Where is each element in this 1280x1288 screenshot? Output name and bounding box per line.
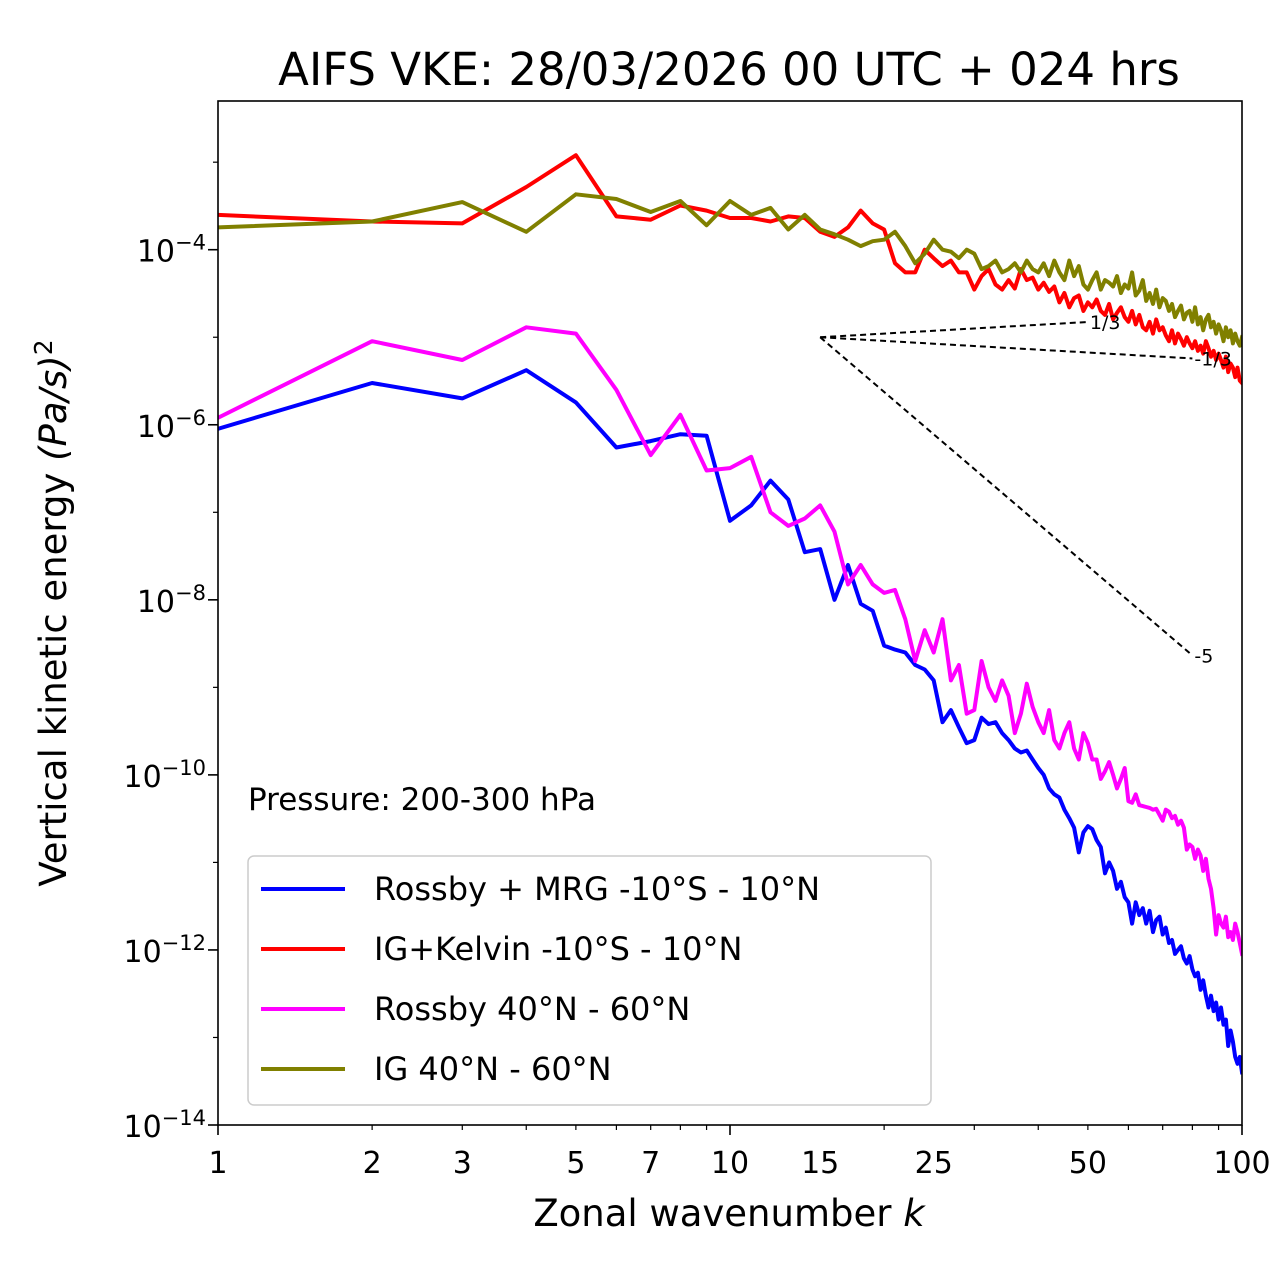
y-tick-label: 10−6: [137, 406, 206, 445]
reference-slope-label: -1/3: [1194, 348, 1231, 370]
reference-slope-line: [820, 320, 1088, 339]
y-axis-label-text: Vertical kinetic energy: [32, 461, 75, 887]
x-tick-label: 50: [1069, 1146, 1107, 1181]
y-tick-base: 10: [123, 760, 161, 795]
y-tick-label: 10−14: [123, 1106, 206, 1145]
y-tick-label: 10−4: [137, 231, 206, 270]
y-tick-label: 10−8: [137, 581, 206, 620]
y-tick-base: 10: [137, 585, 175, 620]
reference-slope-label: 1/3: [1090, 312, 1121, 334]
legend-box: [247, 855, 932, 1106]
x-tick-labels: 1 2 3 5 7 10 15 25 50 100: [208, 1146, 1270, 1181]
legend-items: Rossby + MRG -10°S - 10°N IG+Kelvin -10°S…: [261, 870, 820, 1088]
y-tick-label: 10−12: [123, 931, 206, 970]
x-tick-label: 1: [208, 1146, 227, 1181]
x-tick-label: 100: [1213, 1146, 1270, 1181]
reference-slope-line: [819, 336, 1194, 657]
x-axis-label: Zonal wavenumber k: [533, 1192, 926, 1235]
reference-slopes: -1/3 1/3 -5: [819, 312, 1232, 667]
y-tick-exponent: −4: [175, 231, 206, 255]
y-tick-base: 10: [137, 410, 175, 445]
x-tick-label: 2: [363, 1146, 382, 1181]
x-axis-label-var: k: [903, 1192, 926, 1235]
y-tick-label: 10−10: [123, 756, 206, 795]
x-tick-label: 15: [801, 1146, 839, 1181]
legend-label: Rossby 40°N - 60°N: [374, 990, 690, 1028]
legend-label: IG 40°N - 60°N: [374, 1050, 612, 1088]
y-tick-base: 10: [137, 235, 175, 270]
legend-label: IG+Kelvin -10°S - 10°N: [374, 930, 742, 968]
x-tick-label: 7: [641, 1146, 660, 1181]
y-tick-exponent: −12: [162, 931, 206, 955]
x-tick-label: 3: [453, 1146, 472, 1181]
y-tick-base: 10: [123, 1110, 161, 1145]
series-line: [218, 153, 1242, 386]
x-axis-label-text: Zonal wavenumber: [533, 1192, 903, 1235]
legend-label: Rossby + MRG -10°S - 10°N: [374, 870, 820, 908]
reference-slope-line: [820, 336, 1193, 360]
y-tick-exponent: −10: [162, 756, 206, 780]
legend: Rossby + MRG -10°S - 10°N IG+Kelvin -10°S…: [247, 855, 932, 1106]
y-tick-exponent: −6: [175, 406, 206, 430]
y-axis-label-exponent: 2: [29, 339, 58, 355]
series-line: [218, 325, 1242, 957]
reference-slope-label: -5: [1194, 645, 1213, 667]
y-tick-exponent: −14: [162, 1106, 206, 1130]
x-tick-label: 5: [566, 1146, 585, 1181]
series-line: [218, 368, 1242, 1075]
y-tick-exponent: −8: [175, 581, 206, 605]
x-tick-label: 10: [711, 1146, 749, 1181]
y-axis-label: Vertical kinetic energy (Pa/s)2: [29, 339, 76, 886]
series-layer: [218, 153, 1242, 1075]
plot-frame: [217, 100, 1243, 1126]
series-line: [218, 192, 1242, 348]
pressure-annotation: Pressure: 200-300 hPa: [248, 782, 596, 818]
axis-ticks: [208, 161, 1243, 1135]
y-tick-base: 10: [123, 935, 161, 970]
chart-title: AIFS VKE: 28/03/2026 00 UTC + 024 hrs: [278, 43, 1180, 96]
x-tick-label: 25: [915, 1146, 953, 1181]
y-axis-label-unit: (Pa/s): [32, 355, 75, 461]
